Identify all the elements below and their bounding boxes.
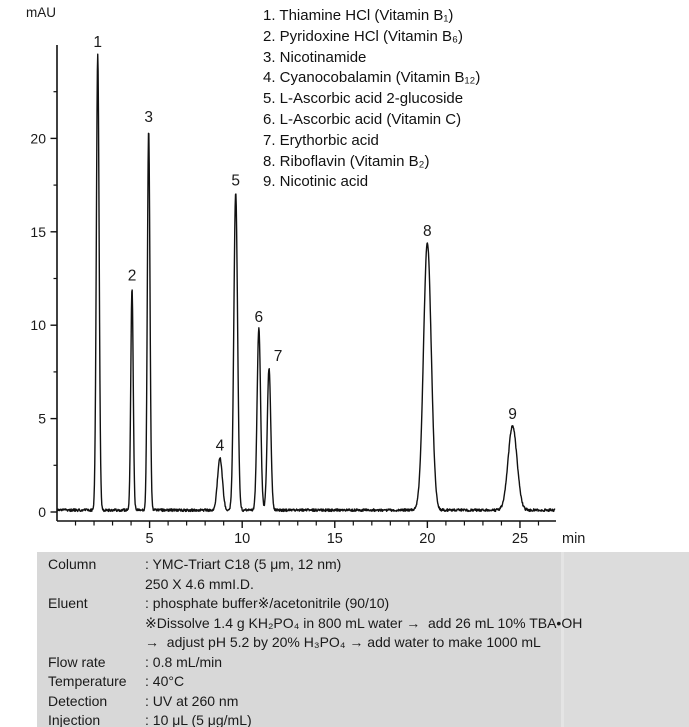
condition-row-injection: Injection : 10 μL (5 μg/mL) [37,711,689,727]
x-tick-label: 15 [327,531,343,547]
panel-seam [561,552,564,727]
condition-row-detection: Detection : UV at 260 nm [37,692,689,712]
legend-item-7: 7. Erythorbic acid [263,131,379,149]
condition-value-line: 250 X 4.6 mmI.D. [145,575,254,592]
legend-item-2: 2. Pyridoxine HCl (Vitamin B₆) [263,27,464,45]
condition-value: : 0.8 mL/min [145,653,689,673]
x-tick-label: 20 [419,531,435,547]
y-tick-label: 10 [30,317,46,333]
y-tick-label: 5 [38,411,46,427]
legend-item-8: 8. Riboflavin (Vitamin B₂) [263,152,430,170]
peak-label-3: 3 [144,109,153,126]
condition-label: Injection [48,712,101,727]
condition-value-line: → adjust pH 5.2 by 20% H₃PO₄ → add water… [145,634,541,650]
condition-value-line: : 40°C [145,673,185,689]
y-tick-label: 20 [30,130,46,146]
condition-value-line: : 0.8 mL/min [145,653,223,670]
condition-row-flow-rate: Flow rate : 0.8 mL/min [37,653,689,673]
condition-row-eluent: Eluent : phosphate buffer※/acetonitrile (… [37,594,689,653]
y-axis-title: mAU [26,5,56,20]
legend-item-1: 1. Thiamine HCl (Vitamin B₁) [263,7,454,24]
x-tick-label: 25 [512,531,528,547]
condition-label: Eluent [48,595,88,611]
condition-value-line: ※Dissolve 1.4 g KH₂PO₄ in 800 mL water →… [145,614,583,631]
peak-label-2: 2 [128,268,137,285]
condition-label: Temperature [48,673,127,689]
condition-value: : 40°C [145,672,689,692]
legend-item-6: 6. L-Ascorbic acid (Vitamin C) [263,110,462,128]
legend-item-9: 9. Nicotinic acid [263,173,369,191]
analysis-conditions-panel: Column : YMC-Triart C18 (5 μm, 12 nm) 250 … [37,552,689,727]
condition-value-line: : UV at 260 nm [145,692,239,709]
condition-label: Flow rate [48,653,106,670]
condition-label: Detection [48,692,108,709]
condition-value-line: : 10 μL (5 μg/mL) [145,712,252,727]
peak-label-5: 5 [231,172,240,189]
condition-value: : phosphate buffer※/acetonitrile (90/10)… [145,594,689,653]
legend-item-4: 4. Cyanocobalamin (Vitamin B₁₂) [263,69,481,87]
condition-value-line: : YMC-Triart C18 (5 μm, 12 nm) [145,556,342,572]
peak-label-7: 7 [274,348,283,365]
condition-row-temperature: Temperature : 40°C [37,672,689,692]
x-tick-label: 5 [146,531,154,547]
peak-label-6: 6 [255,309,264,326]
y-tick-label: 0 [38,504,46,520]
chromatogram-trace [56,53,556,513]
peak-legend: 1. Thiamine HCl (Vitamin B₁) 2. Pyridoxin… [263,6,480,193]
x-axis-title: min [562,531,585,547]
y-tick-label: 15 [30,224,46,240]
peak-label-4: 4 [216,438,225,455]
legend-item-3: 3. Nicotinamide [263,48,367,66]
condition-value: : YMC-Triart C18 (5 μm, 12 nm) 250 X 4.6 … [145,555,689,594]
chromatogram-plot: 0 5 10 15 20 5 10 15 20 25 mAU min 1 2 3 4 5 6 7 8 9 [26,5,585,547]
peak-label-9: 9 [508,406,517,423]
peak-label-1: 1 [93,34,102,51]
condition-label: Column [48,556,97,572]
legend-item-5: 5. L-Ascorbic acid 2-glucoside [263,90,464,108]
condition-value: : UV at 260 nm [145,692,689,712]
condition-row-column: Column : YMC-Triart C18 (5 μm, 12 nm) 250 … [37,555,689,594]
peak-label-8: 8 [423,223,432,240]
condition-value-line: : phosphate buffer※/acetonitrile (90/10) [145,595,390,611]
x-tick-label: 10 [234,531,250,547]
panel-right-shade [564,552,689,727]
condition-value: : 10 μL (5 μg/mL) [145,711,689,727]
